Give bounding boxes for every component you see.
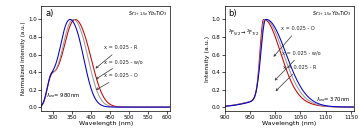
X-axis label: Wavelength (nm): Wavelength (nm) bbox=[262, 121, 316, 126]
Text: $\lambda_{ex}$= 370nm: $\lambda_{ex}$= 370nm bbox=[316, 95, 350, 104]
Text: x = 0.025 - O: x = 0.025 - O bbox=[96, 73, 137, 90]
Text: x = 0.025 - w/o: x = 0.025 - w/o bbox=[96, 59, 143, 79]
Text: $^2$F$_{5/2}$$\rightarrow$$^2$F$_{7/2}$: $^2$F$_{5/2}$$\rightarrow$$^2$F$_{7/2}$ bbox=[228, 27, 260, 37]
Text: a): a) bbox=[45, 9, 53, 18]
Y-axis label: Intensity (a.u.): Intensity (a.u.) bbox=[205, 35, 210, 81]
X-axis label: Wavelength (nm): Wavelength (nm) bbox=[79, 121, 133, 126]
Text: x = 0.025 - R: x = 0.025 - R bbox=[96, 45, 137, 68]
Text: Sr$_{1+1.5x}$Yb$_x$TiO$_3$: Sr$_{1+1.5x}$Yb$_x$TiO$_3$ bbox=[312, 9, 351, 18]
Text: x = 0.025 - R: x = 0.025 - R bbox=[276, 65, 317, 91]
Text: x = 0.025 - O: x = 0.025 - O bbox=[274, 26, 315, 56]
Text: $\lambda_{ex}$= 980nm: $\lambda_{ex}$= 980nm bbox=[46, 91, 80, 100]
Text: Sr$_{1+1.5x}$Yb$_x$TiO$_3$: Sr$_{1+1.5x}$Yb$_x$TiO$_3$ bbox=[128, 9, 168, 18]
Y-axis label: Normalized Intensity (a.u.): Normalized Intensity (a.u.) bbox=[20, 22, 25, 95]
Text: x = 0.025 - w/o: x = 0.025 - w/o bbox=[275, 51, 321, 80]
Text: b): b) bbox=[228, 9, 237, 18]
